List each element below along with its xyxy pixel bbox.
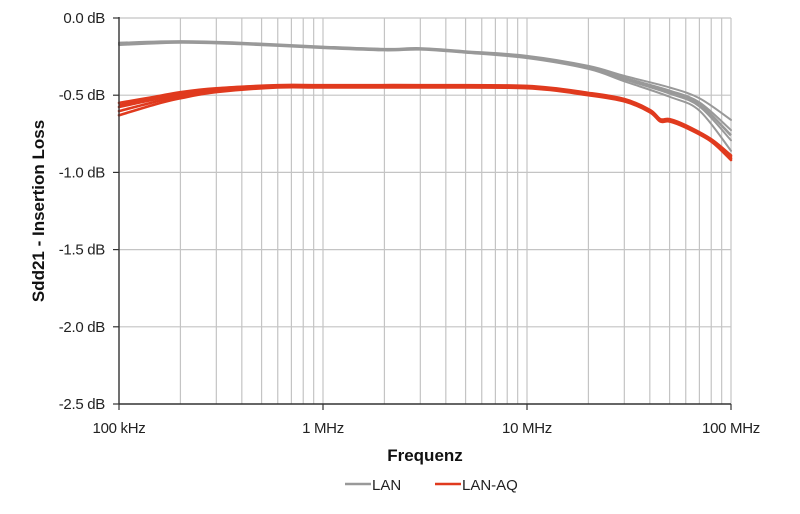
legend: LAN LAN-AQ: [345, 477, 518, 494]
series-trace: [117, 85, 733, 162]
y-tick-label: 0.0 dB: [63, 10, 105, 27]
x-axis-title: Frequenz: [387, 446, 463, 465]
y-tick-label: -2.5 dB: [59, 396, 106, 413]
series-trace: [118, 41, 732, 152]
legend-item-lan: LAN: [345, 477, 401, 494]
x-tick-label: 1 MHz: [302, 420, 344, 437]
y-tick-label: -1.0 dB: [59, 164, 106, 181]
series-main-line: [118, 84, 733, 159]
legend-item-lan-aq: LAN-AQ: [435, 477, 518, 494]
x-tick-label: 100 MHz: [702, 420, 760, 437]
y-axis-title: Sdd21 - Insertion Loss: [29, 120, 48, 302]
y-tick-label: -0.5 dB: [59, 87, 106, 104]
legend-label-lan-aq: LAN-AQ: [462, 477, 518, 494]
axes: [113, 17, 732, 410]
series-main-line: [118, 40, 732, 137]
series-lan: [118, 40, 732, 152]
series-lan-aq: [117, 83, 733, 162]
x-axis-tick-labels: 100 kHz 1 MHz 10 MHz 100 MHz: [93, 420, 761, 437]
x-tick-label: 100 kHz: [93, 420, 146, 437]
x-tick-label: 10 MHz: [502, 420, 552, 437]
y-axis-tick-labels: 0.0 dB -0.5 dB -1.0 dB -1.5 dB -2.0 dB -2.5 d…: [59, 10, 106, 413]
y-tick-label: -2.0 dB: [59, 319, 106, 336]
data-series: [117, 40, 733, 162]
y-tick-label: -1.5 dB: [59, 242, 106, 259]
grid-lines: [119, 17, 732, 404]
series-trace: [117, 84, 733, 159]
legend-label-lan: LAN: [372, 477, 401, 494]
series-trace: [117, 85, 733, 160]
